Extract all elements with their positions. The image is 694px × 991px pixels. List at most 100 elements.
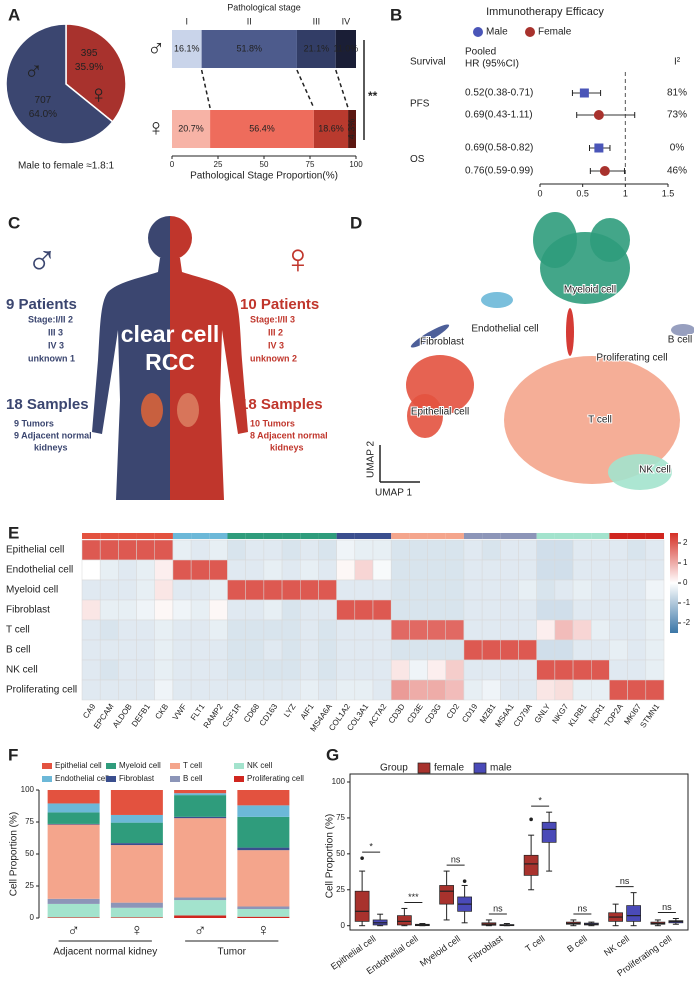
- heat-cell: [354, 639, 374, 661]
- value-label: 51.8%: [237, 43, 263, 53]
- annotation-cell: [627, 533, 646, 539]
- panel-c: C clear cell RCC ♂ 9 Patients Stage:I/II…: [6, 213, 328, 500]
- heat-cell: [409, 619, 428, 641]
- heat-cell: [445, 559, 465, 581]
- annotation-cell: [445, 533, 464, 539]
- heat-cell: [118, 579, 137, 601]
- heat-cell: [154, 539, 174, 561]
- column-label: LYZ: [282, 702, 298, 719]
- legend-swatch: [106, 763, 116, 769]
- heat-cell: [336, 599, 356, 621]
- bar-segment: [47, 803, 100, 813]
- heat-cell: [390, 559, 410, 581]
- heat-cell: [645, 599, 665, 621]
- significance-label: *: [538, 796, 542, 806]
- annotation-cell: [645, 533, 664, 539]
- panel-label: G: [326, 745, 339, 764]
- cluster-label: Epithelial cell: [411, 407, 469, 418]
- heat-cell: [190, 579, 210, 601]
- heat-cell: [245, 639, 265, 661]
- row-label: Epithelial cell: [6, 545, 64, 556]
- heat-cell: [190, 639, 210, 661]
- heat-cell: [318, 679, 337, 701]
- heat-cell: [190, 619, 210, 641]
- hr-label: 0.76(0.59-0.99): [465, 166, 533, 177]
- heat-cell: [572, 639, 592, 661]
- box: [541, 821, 557, 843]
- heat-cell: [390, 579, 410, 601]
- x-tick-label: B cell: [565, 933, 589, 954]
- heat-cell: [536, 679, 556, 701]
- y-tick-label: 75: [25, 817, 34, 826]
- stage-label: II: [247, 16, 252, 26]
- heat-cell: [427, 559, 446, 581]
- annotation-cell: [191, 533, 210, 539]
- heat-cell: [300, 639, 319, 661]
- heat-cell: [500, 559, 519, 581]
- bar-segment: [174, 790, 227, 794]
- heat-cell: [118, 559, 137, 581]
- heat-cell: [645, 579, 665, 601]
- heat-cell: [372, 559, 392, 581]
- heat-cell: [518, 679, 537, 701]
- body: [170, 258, 248, 500]
- annotation-cell: [118, 533, 137, 539]
- heat-cell: [245, 619, 265, 641]
- heat-cell: [518, 619, 537, 641]
- i2-label: 81%: [667, 88, 687, 99]
- chart-title: Pathological stage: [227, 2, 301, 12]
- column-header: Pooled: [465, 47, 496, 58]
- annotation-cell: [263, 533, 283, 539]
- heat-cell: [609, 679, 628, 701]
- heat-cell: [209, 659, 228, 681]
- annotation-cell: [500, 533, 519, 539]
- row-label: B cell: [6, 645, 30, 656]
- x-tick-label: NK cell: [602, 933, 631, 958]
- i2-label: 73%: [667, 110, 687, 121]
- heat-cell: [81, 679, 101, 701]
- heat-cell: [209, 619, 228, 641]
- heat-cell: [645, 559, 665, 581]
- heat-cell: [172, 599, 192, 621]
- bar-segment: [110, 843, 163, 846]
- heat-cell: [318, 579, 337, 601]
- heat-cell: [536, 539, 556, 561]
- heat-cell: [390, 679, 410, 701]
- heat-cell: [245, 659, 265, 681]
- heat-cell: [245, 559, 265, 581]
- heat-cell: [263, 579, 283, 601]
- outlier: [462, 879, 467, 883]
- bar-segment: [47, 917, 100, 918]
- y-tick-label: 100: [332, 777, 346, 786]
- heat-cell: [336, 619, 356, 641]
- x-tick-label: ♂: [194, 920, 207, 939]
- column-label: CD163: [258, 702, 280, 728]
- heat-cell: [554, 579, 574, 601]
- heat-cell: [445, 679, 465, 701]
- heat-cell: [481, 659, 501, 681]
- cluster-label: B cell: [668, 335, 692, 346]
- heat-cell: [118, 659, 137, 681]
- y-axis-label: UMAP 2: [366, 441, 377, 478]
- heat-cell: [445, 539, 465, 561]
- y-tick-label: 25: [336, 885, 345, 894]
- heat-cell: [463, 619, 483, 641]
- column-label: CD2: [445, 702, 462, 721]
- head: [148, 216, 170, 260]
- heat-cell: [463, 579, 483, 601]
- heat-cell: [609, 539, 628, 561]
- heat-cell: [281, 619, 301, 641]
- legend-swatch: [417, 762, 431, 774]
- heat-cell: [336, 679, 356, 701]
- x-tick-label: 0.5: [576, 188, 589, 198]
- heat-cell: [627, 639, 647, 661]
- heat-cell: [227, 559, 246, 581]
- heat-cell: [627, 579, 647, 601]
- heat-cell: [591, 659, 610, 681]
- x-tick-label: ♀: [257, 920, 270, 939]
- bar-segment: [110, 902, 163, 908]
- stage: Stage:I/II 3: [250, 314, 295, 324]
- heat-cell: [190, 599, 210, 621]
- heat-cell: [572, 599, 592, 621]
- heat-cell: [336, 579, 356, 601]
